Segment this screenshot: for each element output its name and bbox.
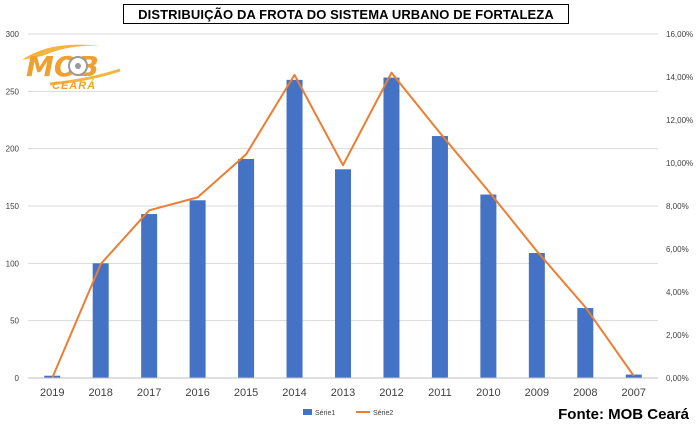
bar-2010	[480, 194, 497, 378]
bar-2008	[577, 308, 594, 378]
y-left-tick-label: 150	[6, 202, 20, 211]
bar-2016	[189, 200, 206, 378]
x-tick-label: 2008	[573, 387, 597, 399]
y-right-tick-label: 14,00%	[666, 73, 693, 82]
x-tick-label: 2010	[476, 387, 500, 399]
y-right-tick-label: 6,00%	[666, 245, 689, 254]
y-right-tick-label: 0,00%	[666, 374, 689, 383]
x-tick-label: 2007	[622, 387, 646, 399]
y-left-tick-label: 50	[10, 317, 19, 326]
y-right-tick-label: 4,00%	[666, 288, 689, 297]
chart-title: DISTRIBUIÇÃO DA FROTA DO SISTEMA URBANO …	[123, 4, 569, 24]
y-right-tick-label: 12,00%	[666, 116, 693, 125]
y-right-tick-label: 8,00%	[666, 202, 689, 211]
y-right-tick-label: 10,00%	[666, 159, 693, 168]
y-left-tick-label: 0	[15, 374, 20, 383]
mob-logo-icon: MOB	[22, 44, 121, 86]
x-tick-label: 2017	[137, 387, 161, 399]
bar-2012	[383, 77, 400, 378]
bars-series1	[44, 77, 642, 378]
bar-2018	[92, 263, 109, 378]
bar-2009	[528, 253, 545, 378]
bar-2015	[238, 158, 255, 378]
line-series2	[51, 71, 635, 379]
logo-subtext: CEARÁ	[52, 80, 97, 92]
y-right-tick-label: 2,00%	[666, 331, 689, 340]
x-tick-label: 2014	[282, 387, 306, 399]
legend: Série1 Série2	[303, 409, 393, 417]
x-tick-label: 2009	[525, 387, 549, 399]
y-left-tick-label: 200	[6, 145, 20, 154]
x-tick-label: 2019	[40, 387, 64, 399]
x-tick-label: 2011	[428, 387, 452, 399]
legend-label-series2: Série2	[373, 410, 393, 417]
source-note: Fonte: MOB Ceará	[558, 406, 689, 423]
x-tick-labels: 2019 2018 2017 2016 2015 2014 2013 2012 2011 2010…	[40, 387, 646, 399]
bar-2013	[335, 169, 351, 378]
y-left-tick-labels: 0 50 100 150 200 250 300	[6, 30, 20, 383]
bar-2007	[625, 374, 642, 378]
y-left-tick-label: 250	[6, 87, 20, 96]
y-left-tick-label: 100	[6, 259, 20, 268]
bar-2011	[431, 136, 448, 378]
y-right-tick-label: 16,00%	[666, 30, 693, 39]
x-tick-label: 2015	[234, 387, 258, 399]
x-tick-label: 2018	[88, 387, 112, 399]
legend-swatch-series1	[303, 409, 312, 415]
bar-2014	[286, 79, 303, 378]
legend-label-series1: Série1	[315, 410, 335, 417]
y-left-tick-label: 300	[6, 30, 20, 39]
bar-2017	[141, 214, 158, 378]
x-tick-label: 2013	[331, 387, 355, 399]
y-right-tick-labels: 0,00% 2,00% 4,00% 6,00% 8,00% 10,00% 12,00% 14,…	[666, 30, 693, 383]
x-tick-label: 2012	[379, 387, 403, 399]
x-tick-label: 2016	[185, 387, 209, 399]
